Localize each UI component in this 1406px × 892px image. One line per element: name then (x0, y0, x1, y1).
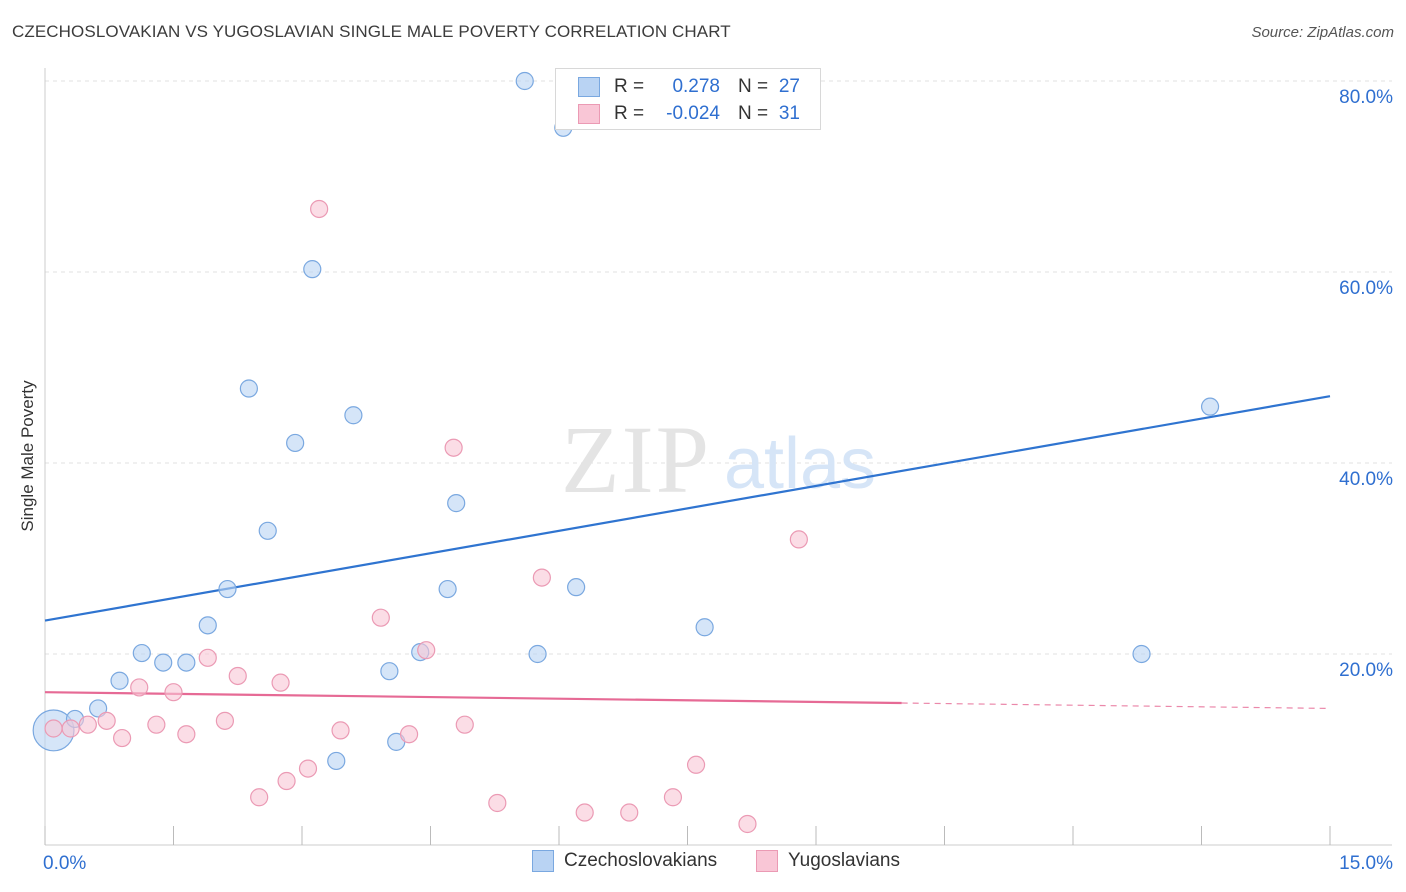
legend-n-value: 27 (778, 76, 800, 97)
yugoslavian-point (620, 803, 639, 822)
legend-item-czechoslovakians: Czechoslovakians (532, 850, 717, 872)
legend-item-yugoslavians: Yugoslavians (756, 850, 900, 872)
czechoslovakian-point (132, 643, 151, 663)
watermark-atlas: atlas (724, 424, 876, 504)
legend-label-yugoslavians: Yugoslavians (788, 850, 900, 871)
legend-r-value: -0.024 (666, 103, 720, 124)
y-tick-label: 60.0% (1339, 278, 1393, 299)
yugoslavian-trend-extension (901, 702, 1331, 710)
data-points (32, 71, 1220, 834)
czechoslovakian-point (198, 616, 217, 635)
yugoslavian-point (228, 666, 247, 686)
czechoslovakian-point (567, 578, 586, 597)
yugoslavian-point (112, 728, 132, 748)
gridlines (45, 80, 1392, 655)
yugoslavian-point (371, 608, 390, 627)
tick-labels: 20.0% 40.0% 60.0% 80.0% 0.0% 15.0% (43, 87, 1393, 874)
yugoslavian-point (789, 530, 808, 549)
series-legend: Czechoslovakians Yugoslavians (0, 850, 1406, 878)
yugoslavian-point (310, 199, 329, 219)
czechoslovakian-point (1132, 644, 1151, 664)
czechoslovakian-point (218, 579, 237, 599)
czechoslovakian-point (239, 379, 258, 398)
yugoslavian-point (331, 721, 350, 740)
legend-swatch-pink (578, 104, 600, 124)
yugoslavian-point (488, 793, 507, 813)
y-tick-label: 40.0% (1339, 469, 1393, 490)
trend-lines (44, 395, 1331, 710)
czechoslovakian-point (344, 406, 363, 425)
yugoslavian-point (61, 719, 80, 738)
legend-n-value: 31 (778, 103, 800, 124)
yugoslavian-point (130, 678, 149, 697)
axes (44, 68, 1392, 846)
czechoslovakian-point (110, 671, 129, 690)
czechoslovakian-point (286, 433, 305, 453)
yugoslavian-point (532, 568, 551, 587)
x-tick-label: 0.0% (43, 853, 86, 874)
yugoslavian-point (399, 725, 419, 744)
yugoslavian-point (250, 788, 269, 807)
legend-swatch-pink (756, 850, 778, 872)
czechoslovakian-point (89, 699, 108, 718)
yugoslavian-point (147, 715, 166, 734)
yugoslavian-point (686, 755, 706, 774)
legend-n-label: N = (738, 76, 769, 97)
x-tick-label: 15.0% (1339, 853, 1393, 874)
legend-row-yugoslavians: R = -0.024 N = 31 (578, 102, 800, 126)
watermark: ZIP atlas (561, 406, 876, 513)
yugoslavian-point (44, 719, 63, 738)
yugoslavian-point (97, 711, 116, 730)
legend-r-value: 0.278 (672, 76, 720, 97)
yugoslavian-point (177, 725, 196, 744)
chart-title: CZECHOSLOVAKIAN VS YUGOSLAVIAN SINGLE MA… (12, 22, 731, 41)
czechoslovakian-point (380, 662, 399, 681)
yugoslavian-point (78, 715, 97, 734)
watermark-zip: ZIP (561, 406, 711, 513)
czechoslovakian-point (438, 579, 457, 599)
y-tick-label: 80.0% (1339, 87, 1393, 108)
czechoslovakian-point (303, 260, 322, 279)
yugoslavian-point (444, 438, 463, 457)
czechoslovakian-point (1200, 397, 1220, 416)
czechoslovakian-point (515, 71, 534, 91)
yugoslavian-point (738, 814, 757, 834)
czechoslovakian-point (327, 751, 346, 771)
yugoslavian-point (575, 803, 594, 822)
yugoslavian-point (663, 788, 683, 807)
yugoslavian-trend-line (44, 691, 902, 705)
legend-n-label: N = (738, 103, 769, 124)
yugoslavian-point (215, 711, 234, 730)
legend-label-czechoslovakians: Czechoslovakians (564, 850, 718, 871)
yugoslavian-point (277, 771, 296, 791)
czechoslovakian-point (177, 653, 196, 672)
czechoslovakian-point (528, 644, 547, 664)
y-tick-label: 20.0% (1339, 660, 1393, 681)
czechoslovakian-point (258, 521, 277, 540)
yugoslavian-point (164, 683, 183, 702)
legend-r-label: R = (614, 103, 645, 124)
yugoslavian-point (417, 641, 436, 660)
yugoslavian-point (455, 715, 474, 734)
czechoslovakian-trend-line (44, 395, 1331, 622)
czechoslovakian-point (447, 494, 466, 513)
legend-swatch-blue (532, 850, 554, 872)
correlation-legend: R = 0.278 N = 27 R = -0.024 N = 31 (555, 68, 821, 130)
czechoslovakian-point (154, 653, 173, 672)
czechoslovakian-point (695, 618, 714, 637)
legend-row-czechoslovakians: R = 0.278 N = 27 (578, 75, 800, 99)
legend-r-label: R = (614, 76, 645, 97)
yugoslavian-point (271, 673, 290, 692)
source-credit: Source: ZipAtlas.com (1251, 24, 1394, 41)
yugoslavian-point (298, 759, 318, 778)
legend-swatch-blue (578, 77, 600, 97)
yugoslavian-point (198, 648, 217, 667)
